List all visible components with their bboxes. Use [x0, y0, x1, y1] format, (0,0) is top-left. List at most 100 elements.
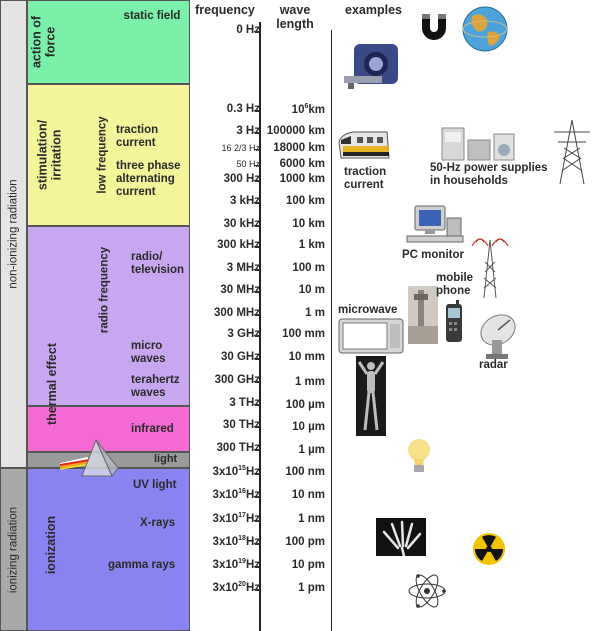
- train-icon: [338, 131, 390, 159]
- atom-icon: [408, 574, 446, 608]
- wave-100nm: 100 nm: [285, 466, 325, 478]
- wave-100mm: 100 mm: [282, 328, 325, 340]
- ionizing-label: ionizing radiation: [7, 506, 20, 594]
- freq-3thz: 3 THz: [229, 397, 260, 409]
- wave-100000km: 100000 km: [266, 125, 325, 137]
- band-ionizing: [27, 468, 190, 631]
- freq-300khz: 300 kHz: [217, 239, 260, 251]
- freq-30mhz: 30 MHz: [220, 284, 260, 296]
- example-pc-monitor: PC monitor: [402, 249, 464, 261]
- wave-1e6km: 106km: [291, 103, 325, 116]
- freq-50hz: 50 Hz: [236, 159, 260, 169]
- wave-100pm: 100 pm: [285, 536, 325, 548]
- magnet-icon: [422, 14, 446, 40]
- band-radio-frequency: [27, 226, 190, 406]
- example-radar: radar: [479, 359, 508, 371]
- cat-terahertz: terahertz waves: [131, 374, 180, 400]
- example-microwave: microwave: [338, 304, 398, 316]
- wave-18000km: 18000 km: [273, 142, 325, 154]
- non-ionizing-bar: [0, 0, 27, 468]
- band-static: [27, 0, 190, 84]
- wave-10nm: 10 nm: [291, 489, 325, 501]
- microwave-icon: [338, 318, 404, 354]
- freq-3e16: 3x1016Hz: [212, 488, 260, 501]
- freq-30ghz: 30 GHz: [221, 351, 260, 363]
- freq-3e19: 3x1019Hz: [212, 558, 260, 571]
- mobile-phone-icon: [446, 300, 462, 342]
- body-scanner-icon: [356, 356, 386, 436]
- prism-icon: [60, 438, 119, 477]
- wave-1pm: 1 pm: [298, 582, 325, 594]
- wave-6000km: 6000 km: [279, 158, 325, 170]
- freq-0.3hz: 0.3 Hz: [226, 103, 260, 115]
- freq-3ghz: 3 GHz: [227, 328, 260, 340]
- wave-10pm: 10 pm: [291, 559, 325, 571]
- freq-16hz: 16 2/3 Hz: [221, 143, 260, 153]
- band-infrared: [27, 406, 190, 452]
- wave-100um: 100 µm: [285, 399, 325, 411]
- radio-tower-icon: [471, 238, 509, 299]
- cat-traction-current: traction current: [116, 124, 159, 150]
- light-bulb-icon: [408, 439, 430, 472]
- cat-gamma: gamma rays: [108, 559, 176, 571]
- wave-10um: 10 µm: [292, 421, 325, 433]
- cat-light: light: [154, 453, 178, 465]
- household-appliances-icon: [441, 127, 515, 161]
- freq-0hz: 0 Hz: [236, 24, 260, 36]
- wave-100km: 100 km: [285, 195, 325, 207]
- examples-divider: [331, 30, 332, 631]
- wave-1nm: 1 nm: [298, 513, 325, 525]
- freq-300thz: 300 THz: [216, 442, 260, 454]
- cell-tower-icon: [408, 286, 438, 344]
- band-low-frequency: [27, 84, 190, 226]
- cat-radio-tv: radio/ television: [131, 251, 185, 277]
- header-examples: examples: [345, 3, 402, 17]
- header-frequency: frequency: [195, 3, 255, 17]
- mri-scanner-icon: [344, 44, 398, 89]
- freq-3e20: 3x1020Hz: [212, 581, 260, 594]
- header-wave-length: wave length: [276, 3, 314, 31]
- freq-30khz: 30 kHz: [223, 218, 260, 230]
- pc-monitor-icon: [406, 205, 464, 243]
- freq-3e15: 3x1015Hz: [212, 465, 260, 478]
- wave-1km: 1 km: [298, 239, 325, 251]
- freq-3e18: 3x1018Hz: [212, 535, 260, 548]
- frequency-axis: [259, 22, 261, 631]
- example-power-supplies: 50-Hz power supplies in households: [430, 162, 548, 188]
- wave-1mm: 1 mm: [294, 376, 325, 388]
- effect-thermal: thermal effect: [45, 343, 60, 425]
- effect-radio-frequency: radio frequency: [98, 246, 111, 334]
- cat-static-field: static field: [123, 10, 181, 22]
- cat-uv: UV light: [133, 479, 177, 491]
- wave-1m: 1 m: [305, 307, 325, 319]
- freq-3hz: 3 Hz: [236, 125, 260, 137]
- wave-100m: 100 m: [292, 262, 325, 274]
- ionizing-bar: [0, 468, 27, 631]
- freq-3khz: 3 kHz: [229, 195, 260, 207]
- wave-1um: 1 µm: [298, 444, 325, 456]
- cat-micro-waves: micro waves: [131, 340, 166, 366]
- wave-10m: 10 m: [298, 284, 325, 296]
- wave-10mm: 10 mm: [288, 351, 325, 363]
- cat-three-phase: three phase alternating current: [116, 160, 181, 199]
- radar-dish-icon: [480, 314, 516, 359]
- cat-xrays: X-rays: [140, 517, 176, 529]
- freq-300hz: 300 Hz: [223, 173, 260, 185]
- freq-300ghz: 300 GHz: [214, 374, 260, 386]
- effect-low-frequency: low frequency: [96, 116, 109, 194]
- cat-infrared: infrared: [131, 423, 174, 435]
- effect-action-of-force: action of force: [29, 15, 57, 69]
- non-ionizing-label: non-ionizing radiation: [7, 179, 20, 289]
- example-traction-current: traction current: [344, 166, 387, 192]
- freq-30thz: 30 THz: [222, 419, 260, 431]
- wave-10km: 10 km: [292, 218, 325, 230]
- wave-1000km: 1000 km: [279, 173, 325, 185]
- freq-3e17: 3x1017Hz: [212, 512, 260, 525]
- freq-300mhz: 300 MHz: [213, 307, 260, 319]
- radiation-symbol-icon: [473, 533, 505, 565]
- effect-stimulation: stimulation/ irritation: [35, 119, 63, 191]
- example-mobile-phone: mobile phone: [436, 272, 474, 298]
- xray-hand-icon: [376, 518, 426, 556]
- freq-3mhz: 3 MHz: [226, 262, 260, 274]
- globe-icon: [462, 6, 508, 52]
